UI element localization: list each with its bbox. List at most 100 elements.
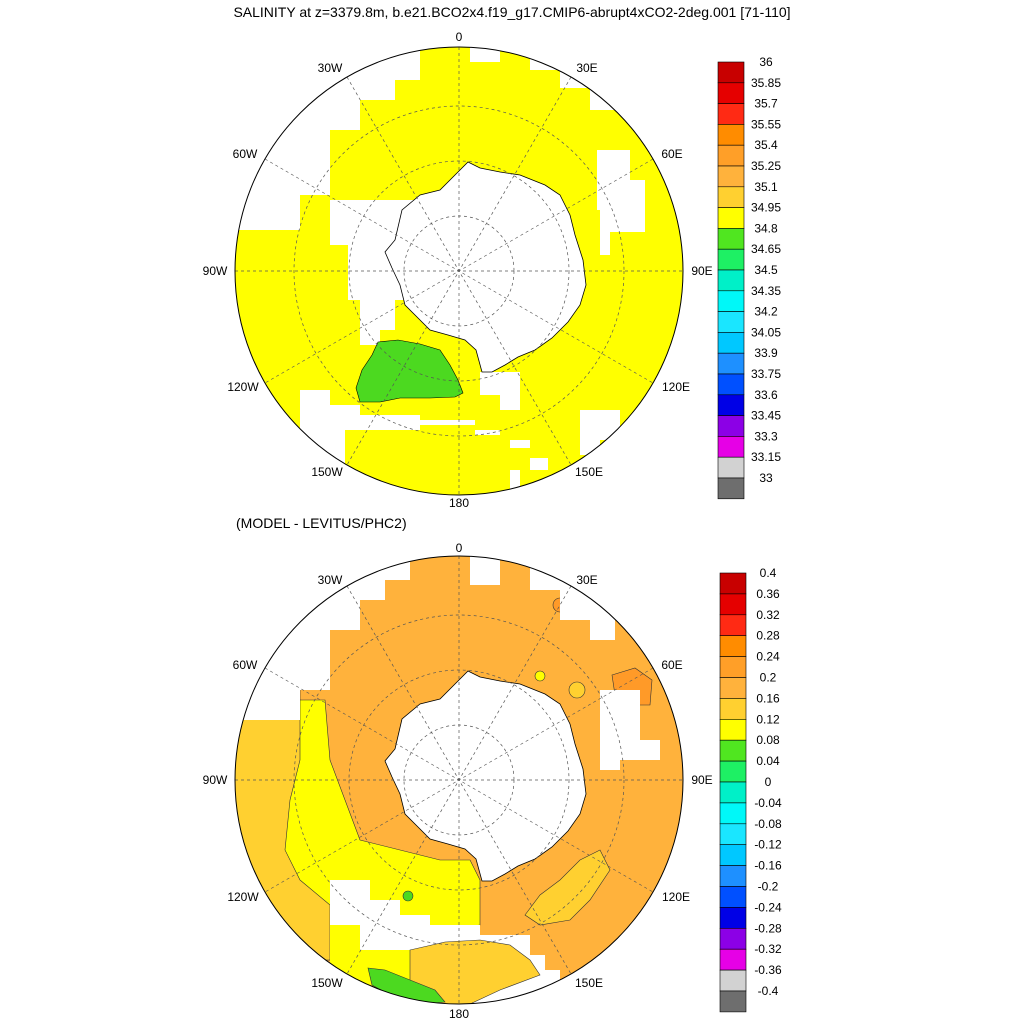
lon-label-0: 0: [456, 30, 463, 44]
difference-colorbar-swatch: [719, 927, 747, 950]
lon-label-60w: 60W: [233, 147, 258, 161]
difference-colorbar-label: -0.36: [754, 963, 782, 977]
salinity-colorbar-label: 35.4: [754, 138, 778, 152]
difference-colorbar-label: -0.16: [754, 859, 782, 873]
difference-colorbar-swatch: [719, 572, 747, 595]
difference-colorbar-label: 0.24: [756, 650, 780, 664]
salinity-colorbar-label: 35.85: [751, 76, 781, 90]
difference-colorbar-swatch: [719, 656, 747, 678]
difference-colorbar-swatch: [719, 969, 747, 992]
salinity-colorbar-label: 34.8: [754, 221, 778, 235]
difference-colorbar-swatch: [719, 760, 747, 783]
lon-label-30e: 30E: [576, 61, 597, 75]
salinity-colorbar-swatch: [717, 61, 745, 84]
anomaly-field-green: [402, 890, 414, 902]
lon-label-180: 180: [449, 496, 469, 510]
difference-colorbar-label: -0.28: [754, 921, 782, 935]
lon-label-90e: 90E: [691, 773, 712, 787]
lon-label-30w: 30W: [318, 61, 343, 75]
salinity-colorbar-swatch: [717, 144, 745, 167]
difference-colorbar-label: 0: [765, 775, 772, 789]
lon-label-150e: 150E: [575, 976, 603, 990]
lon-label-60e: 60E: [661, 658, 682, 672]
missing-data-region: [480, 372, 520, 410]
difference-colorbar-label: 0.12: [756, 712, 780, 726]
ocean-field-yellow: [345, 425, 530, 495]
difference-colorbar-label: -0.2: [758, 880, 779, 894]
salinity-colorbar-label: 33.75: [751, 367, 781, 381]
salinity-colorbar-label: 36: [759, 55, 773, 69]
salinity-colorbar-swatch: [717, 311, 745, 333]
difference-colorbar-swatch: [719, 844, 747, 866]
salinity-colorbar-label: 33.9: [754, 346, 778, 360]
difference-colorbar-label: 0.08: [756, 733, 780, 747]
salinity-colorbar: 36 35.85 35.7 35.55 35.4 35.25 35.1 34.95 34.8 34…: [717, 55, 781, 500]
difference-colorbar-swatch: [719, 677, 747, 699]
salinity-colorbar-label: 35.55: [751, 117, 781, 131]
salinity-colorbar-swatch: [717, 228, 745, 250]
difference-colorbar-swatch: [719, 865, 747, 887]
salinity-colorbar-label: 33.45: [751, 409, 781, 423]
anomaly-field-amber: [524, 849, 611, 926]
difference-colorbar-swatch: [719, 823, 747, 845]
salinity-colorbar-label: 34.2: [754, 305, 778, 319]
salinity-colorbar-label: 33.3: [754, 429, 778, 443]
difference-colorbar-label: 0.32: [756, 608, 780, 622]
lon-label-150e: 150E: [575, 465, 603, 479]
lon-label-60w: 60W: [233, 658, 258, 672]
salinity-colorbar-swatch: [717, 290, 745, 312]
difference-colorbar-label: 0.16: [756, 691, 780, 705]
difference-colorbar-label: -0.32: [754, 942, 782, 956]
difference-colorbar-label: 0.2: [760, 671, 777, 685]
lon-label-0: 0: [456, 541, 463, 555]
difference-colorbar-swatch: [719, 907, 747, 929]
lon-label-120e: 120E: [662, 890, 690, 904]
salinity-colorbar-swatch: [717, 269, 745, 292]
lon-label-150w: 150W: [311, 976, 343, 990]
salinity-colorbar-swatch: [717, 165, 745, 188]
lon-label-60e: 60E: [661, 147, 682, 161]
anomaly-field-amber: [409, 939, 541, 1004]
antarctica-landmass: [384, 670, 587, 882]
difference-colorbar-swatch: [719, 718, 747, 741]
missing-data-region: [597, 150, 645, 255]
difference-colorbar-swatch: [719, 593, 747, 616]
salinity-map: 0 30W 30E 60W 60E 90W 90E 120W 120E 150W…: [203, 30, 713, 510]
salinity-colorbar-label: 34.35: [751, 284, 781, 298]
difference-colorbar-label: -0.12: [754, 838, 782, 852]
salinity-colorbar-label: 35.7: [754, 97, 778, 111]
missing-data-region: [580, 410, 620, 455]
salinity-colorbar-swatch: [717, 124, 745, 146]
difference-colorbar-label: -0.04: [754, 796, 782, 810]
graticule: [235, 47, 683, 495]
difference-colorbar-swatch: [719, 614, 747, 636]
difference-colorbar-swatch: [719, 802, 747, 825]
salinity-colorbar-label: 34.95: [751, 201, 781, 215]
lon-label-180: 180: [449, 1007, 469, 1021]
salinity-colorbar-swatch: [717, 352, 745, 375]
difference-colorbar-label: -0.4: [758, 984, 779, 998]
figure-title: SALINITY at z=3379.8m, b.e21.BCO2x4.f19_…: [233, 4, 791, 20]
missing-data-region: [600, 690, 660, 770]
lon-label-120w: 120W: [227, 890, 259, 904]
antarctica-landmass: [384, 161, 587, 373]
anomaly-field-amber: [568, 681, 586, 699]
missing-data-region: [630, 930, 683, 1004]
salinity-colorbar-label: 33.6: [754, 388, 778, 402]
salinity-colorbar-swatch: [717, 207, 745, 229]
lon-label-90w: 90W: [203, 773, 228, 787]
salinity-colorbar-label: 34.5: [754, 263, 778, 277]
salinity-colorbar-label: 35.25: [751, 159, 781, 173]
map-boundary: [234, 46, 684, 496]
difference-map: 0 30W 30E 60W 60E 90W 90E 120W 120E 150W…: [203, 541, 713, 1021]
salinity-colorbar-label: 35.1: [754, 180, 778, 194]
lon-label-90w: 90W: [203, 264, 228, 278]
lon-label-30w: 30W: [318, 573, 343, 587]
salinity-anomaly-green-patch: [355, 339, 464, 403]
difference-subtitle: (MODEL - LEVITUS/PHC2): [236, 515, 407, 531]
difference-colorbar-label: -0.24: [754, 900, 782, 914]
lon-label-150w: 150W: [311, 465, 343, 479]
difference-colorbar: 0.4 0.36 0.32 0.28 0.24 0.2 0.16 0.12 0.08 0.04 0 -…: [719, 566, 782, 1013]
anomaly-field-yellow: [534, 670, 546, 682]
